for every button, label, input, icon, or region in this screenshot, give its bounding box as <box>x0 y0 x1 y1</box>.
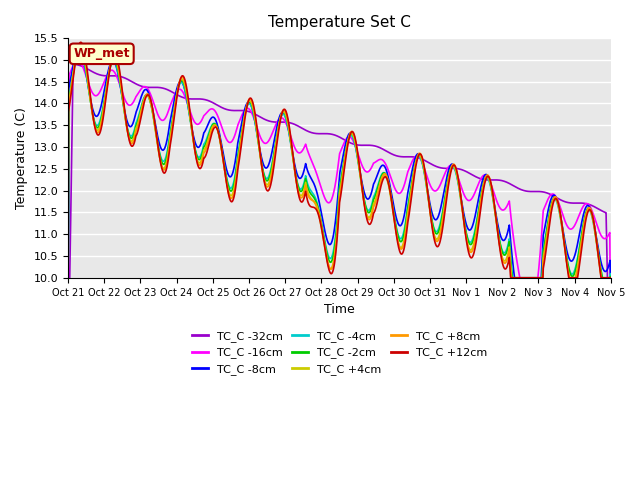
TC_C +4cm <box>607 275 614 281</box>
TC_C -32cm <box>64 275 72 281</box>
Line: TC_C -32cm: TC_C -32cm <box>68 64 611 278</box>
TC_C -2cm <box>342 146 350 152</box>
TC_C -16cm <box>75 58 83 64</box>
TC_C -16cm <box>342 136 350 142</box>
TC_C +8cm <box>64 275 72 281</box>
Line: TC_C +4cm: TC_C +4cm <box>68 47 611 278</box>
TC_C -8cm <box>162 144 170 149</box>
TC_C +8cm <box>607 275 614 281</box>
TC_C +8cm <box>76 41 84 47</box>
TC_C -8cm <box>74 48 82 53</box>
TC_C +8cm <box>438 219 446 225</box>
TC_C -8cm <box>572 247 580 253</box>
TC_C -2cm <box>572 264 580 270</box>
TC_C +12cm <box>438 227 446 232</box>
TC_C -32cm <box>438 165 446 171</box>
TC_C -32cm <box>342 138 350 144</box>
X-axis label: Time: Time <box>324 303 355 316</box>
Line: TC_C +12cm: TC_C +12cm <box>68 42 611 278</box>
TC_C -8cm <box>310 180 317 186</box>
TC_C +4cm <box>342 148 350 154</box>
TC_C +12cm <box>64 275 72 281</box>
TC_C -2cm <box>438 212 446 218</box>
TC_C +4cm <box>310 199 317 204</box>
TC_C -4cm <box>64 275 72 281</box>
Line: TC_C -2cm: TC_C -2cm <box>68 48 611 278</box>
TC_C -4cm <box>438 209 446 215</box>
TC_C -16cm <box>572 219 580 225</box>
TC_C +4cm <box>64 275 72 281</box>
Line: TC_C -16cm: TC_C -16cm <box>68 60 611 278</box>
Title: Temperature Set C: Temperature Set C <box>268 15 411 30</box>
TC_C -4cm <box>74 49 82 55</box>
TC_C -2cm <box>310 194 317 200</box>
TC_C -4cm <box>162 156 170 161</box>
Legend: TC_C -32cm, TC_C -16cm, TC_C -8cm, TC_C -4cm, TC_C -2cm, TC_C +4cm, TC_C +8cm, T: TC_C -32cm, TC_C -16cm, TC_C -8cm, TC_C … <box>187 326 492 379</box>
TC_C -32cm <box>607 275 614 281</box>
TC_C +12cm <box>607 275 614 281</box>
TC_C -32cm <box>310 130 317 136</box>
TC_C +4cm <box>438 216 446 222</box>
TC_C +4cm <box>162 163 170 169</box>
TC_C +4cm <box>76 44 84 49</box>
TC_C +8cm <box>162 165 170 171</box>
TC_C -4cm <box>310 192 317 198</box>
Line: TC_C +8cm: TC_C +8cm <box>68 44 611 278</box>
Line: TC_C -4cm: TC_C -4cm <box>68 50 611 278</box>
TC_C -8cm <box>438 197 446 203</box>
TC_C +4cm <box>572 271 580 276</box>
TC_C +12cm <box>77 39 84 45</box>
TC_C -4cm <box>342 146 350 152</box>
TC_C +12cm <box>74 44 82 50</box>
TC_C -4cm <box>76 48 83 53</box>
TC_C -4cm <box>572 262 580 267</box>
TC_C +8cm <box>310 198 317 204</box>
TC_C -2cm <box>162 159 170 165</box>
TC_C +4cm <box>74 46 82 51</box>
TC_C -16cm <box>162 115 170 121</box>
TC_C -32cm <box>572 200 580 206</box>
Y-axis label: Temperature (C): Temperature (C) <box>15 107 28 209</box>
TC_C -2cm <box>76 46 84 51</box>
TC_C -16cm <box>64 275 72 281</box>
TC_C -4cm <box>607 275 614 281</box>
TC_C -16cm <box>310 163 317 169</box>
TC_C +8cm <box>74 45 82 50</box>
TC_C +12cm <box>162 169 170 175</box>
TC_C -16cm <box>438 177 446 182</box>
TC_C -32cm <box>162 86 170 92</box>
TC_C -8cm <box>64 275 72 281</box>
Line: TC_C -8cm: TC_C -8cm <box>68 50 611 278</box>
TC_C -8cm <box>75 48 83 53</box>
TC_C -32cm <box>69 61 77 67</box>
TC_C +8cm <box>572 274 580 279</box>
TC_C +8cm <box>342 149 350 155</box>
TC_C -8cm <box>607 275 614 281</box>
TC_C +12cm <box>310 204 317 210</box>
TC_C -2cm <box>64 275 72 281</box>
TC_C -16cm <box>74 58 82 63</box>
TC_C -2cm <box>74 48 82 53</box>
TC_C -32cm <box>75 62 83 68</box>
TC_C -8cm <box>342 139 350 145</box>
TC_C -2cm <box>607 275 614 281</box>
TC_C -16cm <box>607 275 614 281</box>
TC_C +12cm <box>572 275 580 281</box>
TC_C +12cm <box>342 154 350 159</box>
Text: WP_met: WP_met <box>74 48 130 60</box>
